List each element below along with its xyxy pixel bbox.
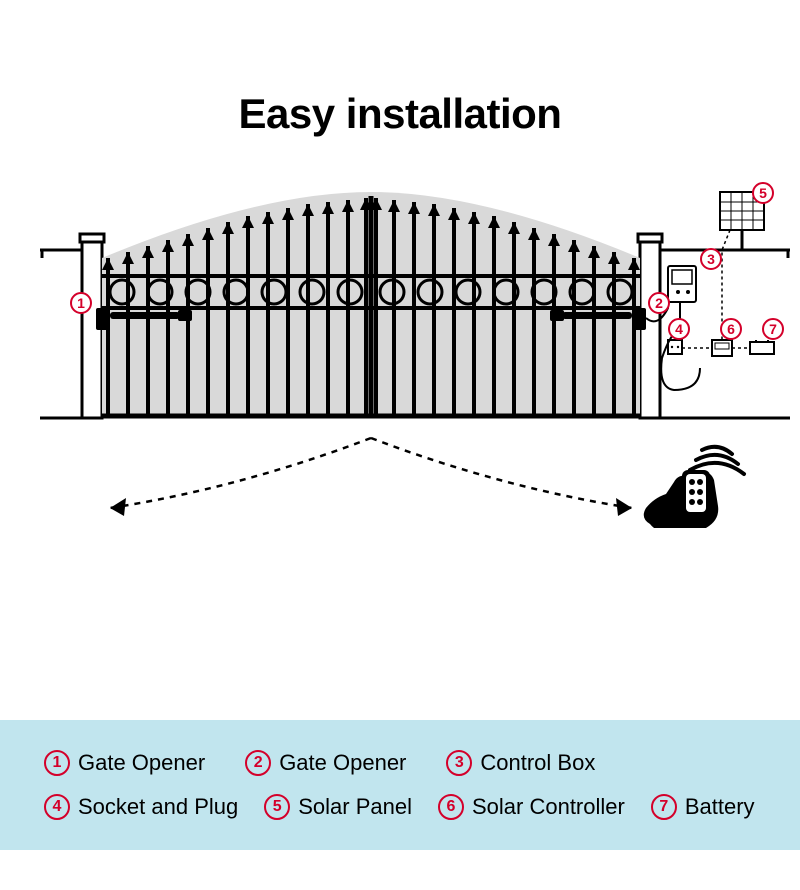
page-title: Easy installation [0, 90, 800, 138]
marker-6: 6 [720, 318, 742, 340]
marker-4: 4 [668, 318, 690, 340]
legend-label: Socket and Plug [78, 794, 238, 820]
legend-item-7: 7 Battery [651, 794, 755, 820]
battery [750, 340, 774, 354]
legend-item-6: 6 Solar Controller [438, 794, 625, 820]
remote-hand-icon [644, 447, 744, 528]
legend-label: Battery [685, 794, 755, 820]
legend-item-5: 5 Solar Panel [264, 794, 412, 820]
marker-7: 7 [762, 318, 784, 340]
legend-item-3: 3 Control Box [446, 750, 595, 776]
installation-diagram: 1 2 3 4 5 6 7 [0, 158, 800, 528]
legend-num: 3 [446, 750, 472, 776]
marker-3: 3 [700, 248, 722, 270]
legend-row-2: 4 Socket and Plug 5 Solar Panel 6 Solar … [44, 794, 756, 820]
legend-label: Gate Opener [78, 750, 205, 776]
socket [668, 340, 682, 354]
marker-1: 1 [70, 292, 92, 314]
gate-illustration [0, 158, 800, 528]
solar-controller [712, 340, 732, 356]
legend-num: 1 [44, 750, 70, 776]
marker-5: 5 [752, 182, 774, 204]
legend-row-1: 1 Gate Opener 2 Gate Opener 3 Control Bo… [44, 750, 756, 776]
control-box [668, 266, 696, 302]
legend-label: Solar Controller [472, 794, 625, 820]
legend-num: 6 [438, 794, 464, 820]
legend-num: 2 [245, 750, 271, 776]
legend-num: 5 [264, 794, 290, 820]
legend-num: 7 [651, 794, 677, 820]
legend-num: 4 [44, 794, 70, 820]
legend-item-2: 2 Gate Opener [245, 750, 406, 776]
legend-panel: 1 Gate Opener 2 Gate Opener 3 Control Bo… [0, 720, 800, 850]
legend-label: Control Box [480, 750, 595, 776]
marker-2: 2 [648, 292, 670, 314]
legend-item-1: 1 Gate Opener [44, 750, 205, 776]
legend-label: Gate Opener [279, 750, 406, 776]
legend-label: Solar Panel [298, 794, 412, 820]
legend-item-4: 4 Socket and Plug [44, 794, 238, 820]
